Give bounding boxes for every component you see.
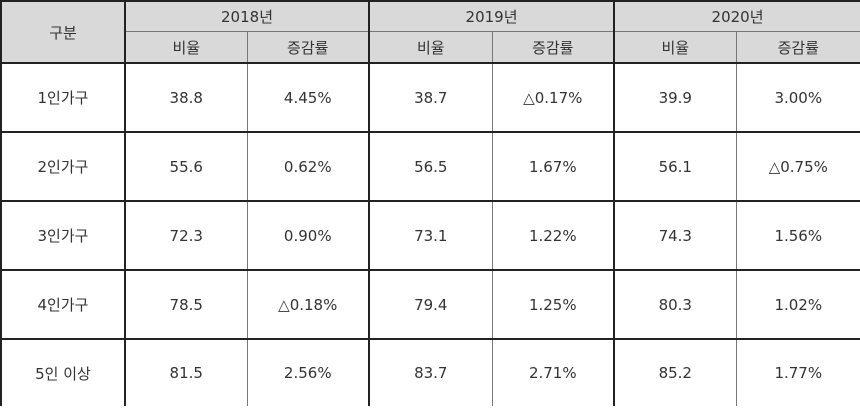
cell-ratio-2018: 78.5	[124, 270, 247, 340]
subheader-change-rate: 증감률	[246, 31, 370, 64]
cell-change-2019: △0.17%	[491, 63, 615, 133]
header-row-years: 구분 2018년 2019년 2020년	[0, 0, 860, 64]
row-label: 4인가구	[0, 270, 125, 340]
cell-change-2020: 1.02%	[735, 270, 860, 340]
cell-ratio-2018: 55.6	[124, 132, 247, 202]
cell-ratio-2020: 85.2	[613, 339, 737, 406]
cell-change-2018: 4.45%	[246, 63, 370, 133]
table-row: 3인가구 72.3 0.90% 73.1 1.22% 74.3 1.56%	[0, 201, 860, 271]
cell-ratio-2019: 38.7	[368, 63, 493, 133]
cell-ratio-2019: 56.5	[368, 132, 493, 202]
cell-ratio-2018: 38.8	[124, 63, 247, 133]
table-row: 5인 이상 81.5 2.56% 83.7 2.71% 85.2 1.77%	[0, 339, 860, 406]
subheader-ratio: 비율	[613, 31, 737, 64]
cell-change-2020: △0.75%	[735, 132, 860, 202]
cell-change-2019: 1.67%	[491, 132, 615, 202]
cell-change-2019: 1.22%	[491, 201, 615, 271]
header-year-2019: 2019년	[368, 0, 616, 32]
cell-ratio-2020: 74.3	[613, 201, 737, 271]
header-category: 구분	[0, 0, 126, 64]
row-label: 2인가구	[0, 132, 125, 202]
subheader-change-rate: 증감률	[735, 31, 860, 64]
header-year-2018: 2018년	[123, 0, 371, 32]
cell-change-2018: 0.62%	[246, 132, 370, 202]
subheader-change-rate: 증감률	[491, 31, 615, 64]
table-row: 2인가구 55.6 0.62% 56.5 1.67% 56.1 △0.75%	[0, 132, 860, 202]
subheader-ratio: 비율	[368, 31, 493, 64]
row-label: 3인가구	[0, 201, 125, 271]
cell-ratio-2019: 79.4	[368, 270, 493, 340]
cell-change-2019: 2.71%	[491, 339, 615, 406]
cell-ratio-2020: 39.9	[613, 63, 737, 133]
header-year-2020: 2020년	[613, 0, 860, 32]
cell-change-2020: 3.00%	[735, 63, 860, 133]
cell-ratio-2019: 73.1	[368, 201, 493, 271]
cell-change-2020: 1.56%	[735, 201, 860, 271]
table-row: 1인가구 38.8 4.45% 38.7 △0.17% 39.9 3.00%	[0, 63, 860, 133]
cell-ratio-2018: 72.3	[124, 201, 247, 271]
table-row: 4인가구 78.5 △0.18% 79.4 1.25% 80.3 1.02%	[0, 270, 860, 340]
row-label: 1인가구	[0, 63, 125, 133]
cell-change-2018: 2.56%	[246, 339, 370, 406]
header-row-subheaders: 비율 증감률 비율 증감률 비율 증감률	[1, 31, 860, 64]
cell-ratio-2019: 83.7	[368, 339, 493, 406]
cell-change-2019: 1.25%	[491, 270, 615, 340]
row-label: 5인 이상	[0, 339, 125, 406]
cell-ratio-2020: 80.3	[613, 270, 737, 340]
cell-ratio-2018: 81.5	[124, 339, 247, 406]
cell-ratio-2020: 56.1	[613, 132, 737, 202]
cell-change-2018: 0.90%	[246, 201, 370, 271]
cell-change-2018: △0.18%	[246, 270, 370, 340]
subheader-ratio: 비율	[124, 31, 247, 64]
cell-change-2020: 1.77%	[735, 339, 860, 406]
